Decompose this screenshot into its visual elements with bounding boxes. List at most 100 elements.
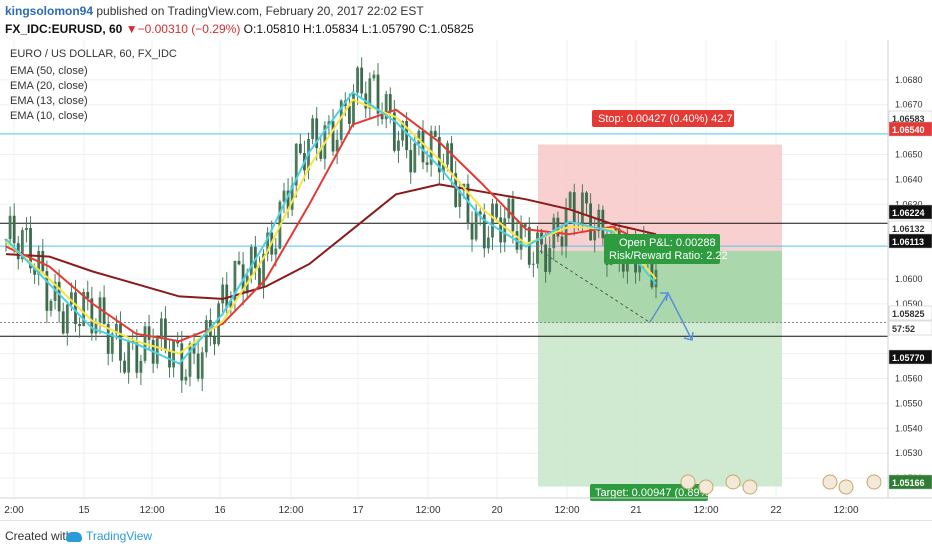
candle-body	[544, 244, 548, 272]
candle-body	[315, 118, 319, 149]
candle-body	[12, 215, 16, 244]
candle-body	[401, 121, 404, 141]
price-marker-bg	[888, 121, 932, 137]
time-axis[interactable]: 2:00 15 12:00 16 12:00 17 12:00 20 12:00 21 12:00 2…	[0, 497, 932, 516]
candle-body	[196, 353, 200, 379]
price-marker-bg	[888, 349, 932, 365]
candle-body	[519, 224, 523, 250]
legend-ema-10: EMA (10, close)	[10, 110, 88, 122]
candle-body	[405, 121, 409, 151]
rr-label-text: Risk/Reward Ratio: 2.22	[609, 250, 728, 262]
x-tick-label: 12:00	[554, 505, 579, 516]
candle-body	[94, 322, 98, 334]
candle-body	[442, 164, 445, 173]
candle-body	[237, 260, 241, 265]
y-tick-label: 1.0680	[895, 75, 923, 85]
candlestick-chart[interactable]: EURO / US DOLLAR, 60, FX_IDC EMA (50, cl…	[0, 40, 932, 520]
price-axis[interactable]: 1.0680 1.0670 1.0650 1.0640 1.0630 1.0600 1.05…	[887, 40, 932, 498]
candle-body	[221, 284, 225, 304]
candle-body	[53, 281, 57, 301]
arrow-head-up	[660, 292, 669, 302]
candle-body	[376, 74, 380, 114]
tradingview-cloud-icon	[66, 531, 82, 542]
y-tick-label: 1.0640	[895, 174, 923, 184]
target-label-text: Target: 0.00947 (0.89%)	[595, 487, 713, 499]
candle-body	[650, 256, 654, 288]
candle-body	[454, 173, 458, 207]
price-marker-bg	[888, 320, 932, 336]
x-tick-label: 17	[352, 505, 364, 516]
candle-body	[298, 143, 302, 153]
candle-body	[114, 323, 118, 334]
candle-body	[78, 324, 81, 327]
legend-ema-20: EMA (20, close)	[10, 80, 88, 92]
price-marker-label: 1.06224	[892, 208, 925, 218]
y-tick-label: 1.0670	[895, 100, 923, 110]
candle-body	[25, 228, 28, 231]
price-marker-label: 1.05166	[892, 478, 925, 488]
tradingview-logo[interactable]: TradingView	[66, 529, 152, 543]
candle-body	[266, 232, 270, 254]
price-marker-label: 1.06113	[892, 237, 924, 247]
candle-body	[638, 262, 642, 273]
candle-body	[327, 121, 331, 126]
symbol-label: FX_IDC:EURUSD, 60	[5, 22, 123, 36]
chart-area[interactable]: EURO / US DOLLAR, 60, FX_IDC EMA (50, cl…	[0, 40, 932, 520]
candle-body	[531, 263, 535, 265]
candle-body	[466, 183, 470, 224]
price-marker-bg	[888, 233, 932, 249]
target-label: Target: 0.00947 (0.89%)	[590, 484, 713, 501]
candle-body	[147, 326, 151, 340]
candle-body	[331, 121, 335, 152]
candle-body	[274, 248, 278, 255]
candle-body	[294, 143, 298, 186]
candle-body	[568, 192, 572, 209]
candle-body	[86, 291, 90, 299]
tradingview-brand: TradingView	[86, 529, 153, 543]
candle-body	[380, 113, 384, 120]
candle-body	[478, 211, 482, 215]
price-marker-label: 1.06132	[892, 224, 925, 234]
ema-13-line	[5, 98, 657, 355]
candle-body	[593, 231, 597, 241]
y-tick-label: 1.0560	[895, 374, 923, 384]
candle-body	[188, 343, 192, 377]
candle-body	[433, 130, 437, 137]
candle-body	[601, 209, 605, 239]
candle-body	[123, 360, 126, 373]
ema-50-line	[5, 183, 657, 300]
candle-body	[417, 130, 421, 144]
y-tick-label: 1.0540	[895, 423, 923, 433]
candle-body	[368, 78, 372, 109]
candle-body	[200, 352, 204, 379]
candle-body	[290, 185, 294, 210]
candle-body	[61, 311, 65, 334]
candle-body	[429, 130, 433, 165]
price-marker-label: 57:52	[892, 324, 915, 334]
candle-body	[384, 94, 388, 120]
candle-body	[65, 304, 69, 334]
candle-body	[37, 251, 41, 275]
x-tick-label: 12:00	[693, 505, 718, 516]
candle-body	[41, 251, 45, 272]
candle-body	[425, 162, 429, 165]
candle-body	[356, 67, 359, 93]
candle-body	[388, 94, 392, 113]
event-badges[interactable]	[680, 474, 882, 495]
stop-label-text: Stop: 0.00427 (0.40%) 42.7	[598, 113, 733, 125]
candle-body	[106, 324, 110, 354]
candle-body	[450, 143, 453, 174]
candle-body	[233, 260, 237, 301]
position-zones	[538, 144, 782, 487]
drawings	[539, 250, 694, 341]
candle-body	[90, 298, 94, 334]
candle-body	[49, 300, 53, 311]
candle-body	[581, 192, 584, 225]
candle-body	[523, 224, 527, 227]
author-link[interactable]: kingsolomon94	[5, 4, 94, 18]
candle-body	[409, 150, 413, 173]
change-value: ▼−0.00310 (−0.29%)	[125, 22, 241, 36]
candle-body	[560, 236, 564, 247]
x-tick-label: 20	[491, 505, 503, 516]
candle-body	[176, 340, 180, 344]
